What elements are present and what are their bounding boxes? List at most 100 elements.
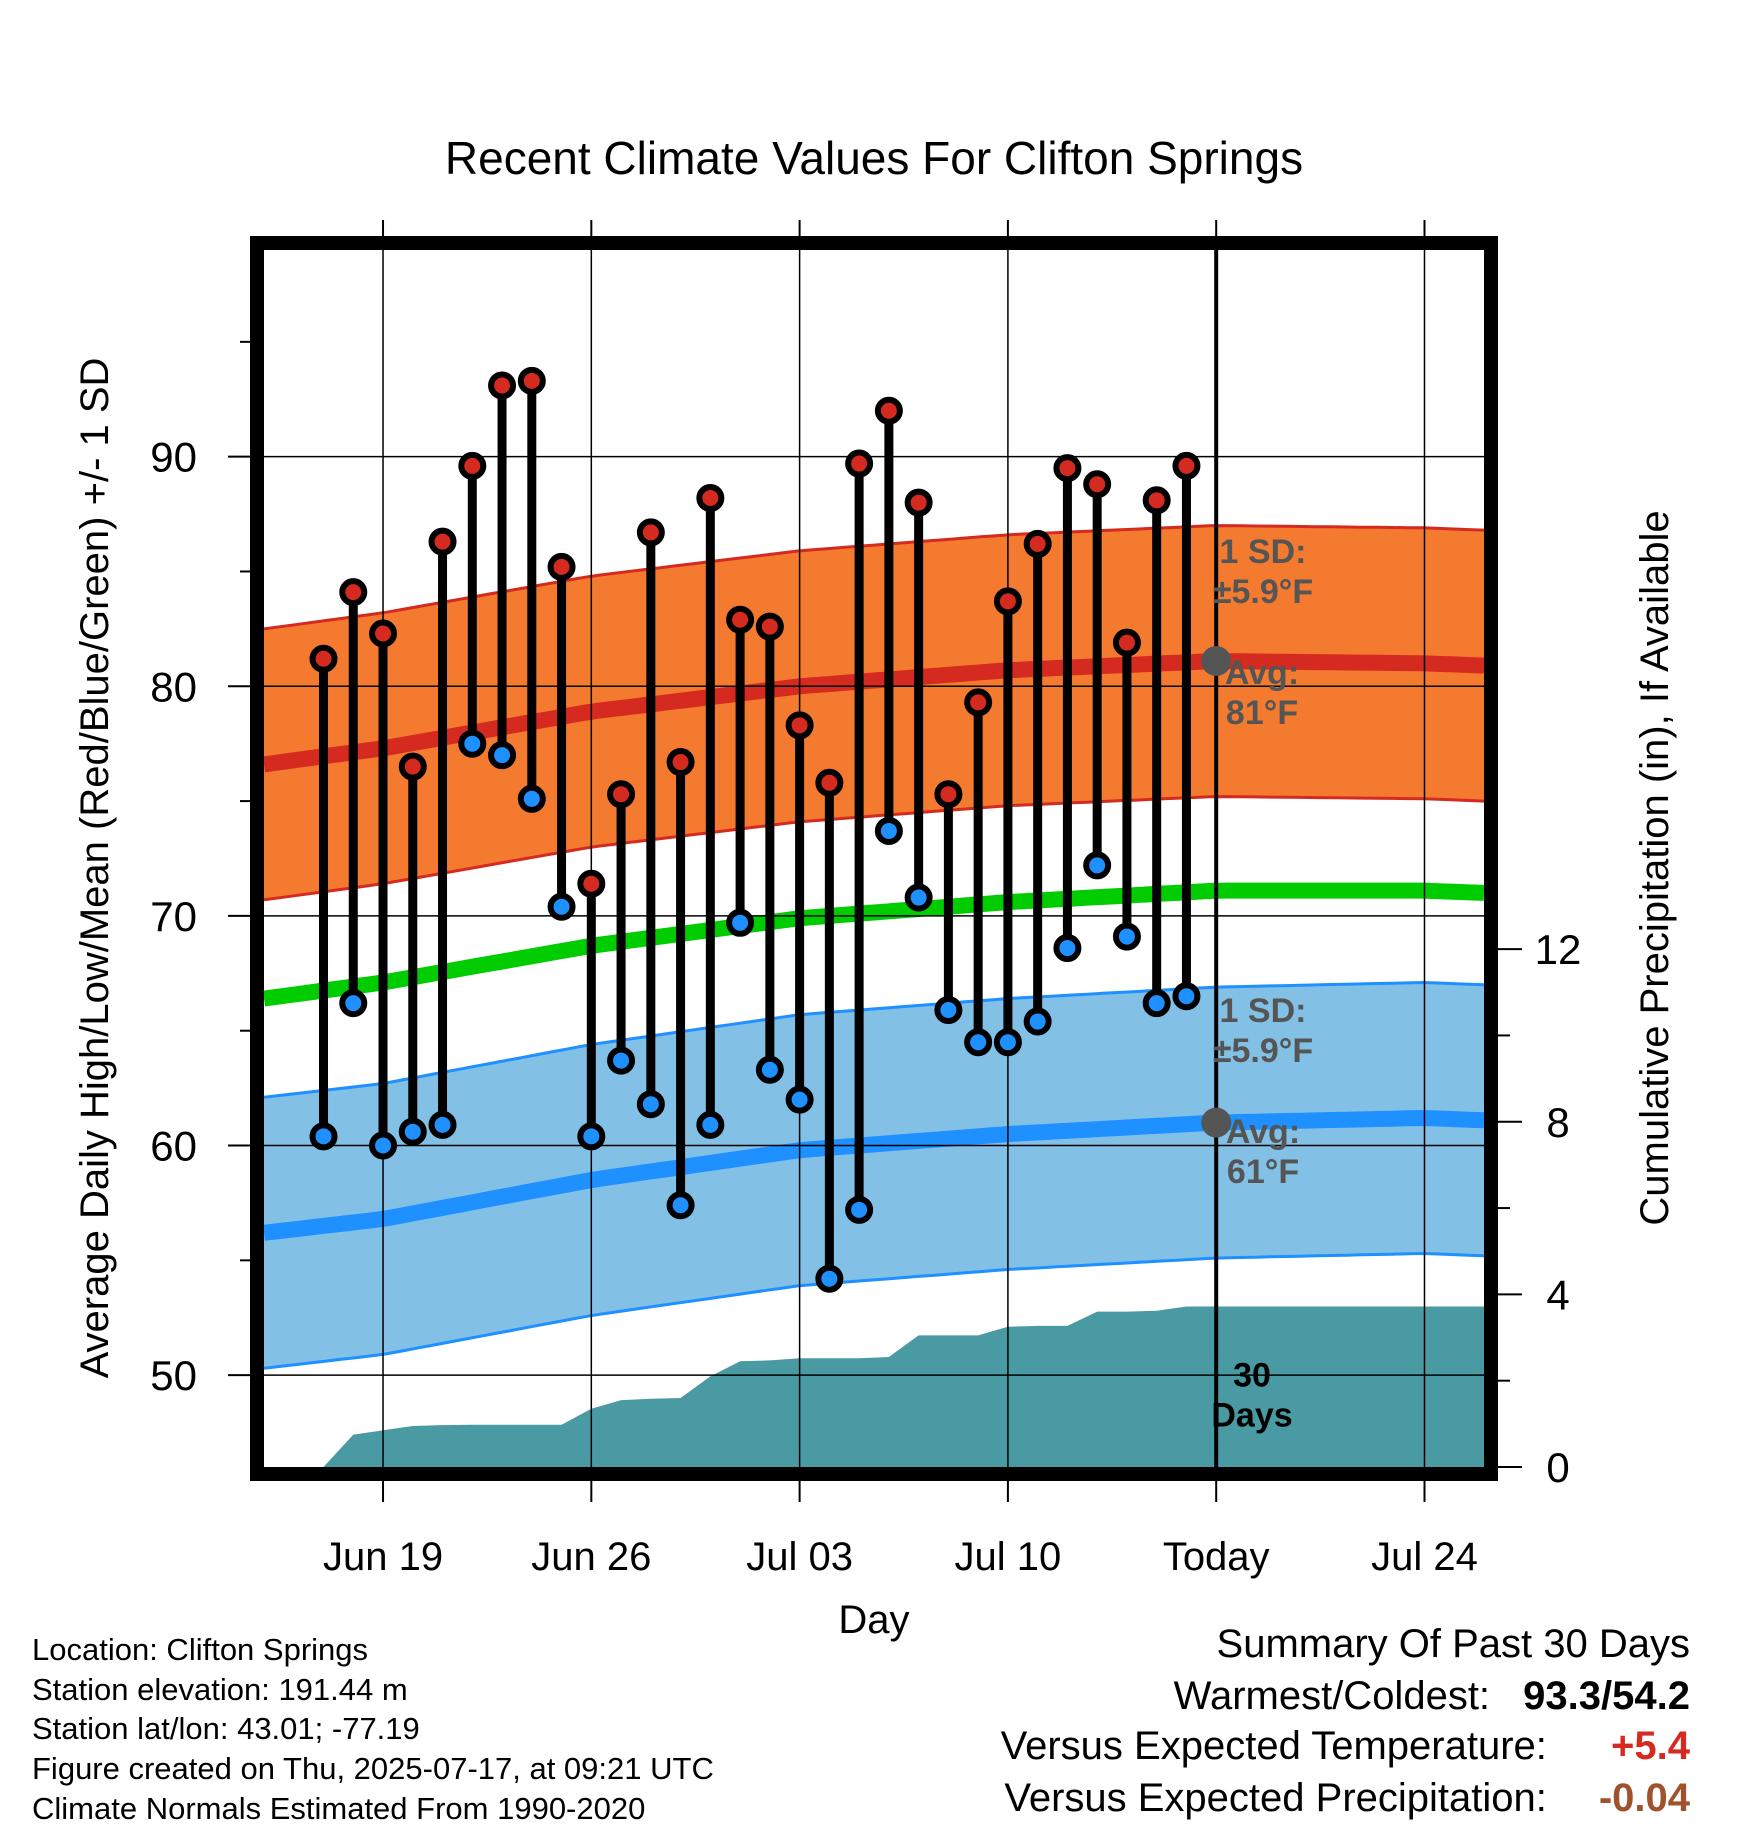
daily-bar [517, 366, 546, 813]
daily-low-point [726, 908, 755, 937]
x-tick-label: Jul 03 [746, 1535, 853, 1579]
summary-title: Summary Of Past 30 Days [1216, 1622, 1690, 1666]
daily-low-point [815, 1264, 844, 1293]
high-band [264, 525, 1484, 900]
daily-bar [666, 748, 695, 1220]
daily-low-point [1142, 989, 1171, 1018]
today-high-normal-point [1201, 646, 1232, 677]
today-marker [1201, 250, 1232, 1467]
daily-high-point [845, 449, 874, 478]
y-tick-label: 60 [150, 1123, 197, 1170]
daily-high-point [607, 780, 636, 809]
daily-low-point [1083, 851, 1112, 880]
x-axis-label: Day [838, 1598, 909, 1642]
info-latlon: Station lat/lon: 43.01; -77.19 [32, 1711, 420, 1746]
daily-bar [815, 768, 844, 1293]
low-band-lower-edge [264, 1251, 1484, 1370]
daily-bar [874, 396, 903, 845]
daily-bars [309, 366, 1201, 1293]
daily-high-point [369, 619, 398, 648]
daily-high-point [964, 688, 993, 717]
daily-low-point [1172, 982, 1201, 1011]
low-sd-annotation: 1 SD: ±5.9°F [1213, 992, 1313, 1070]
daily-high-point [785, 711, 814, 740]
daily-low-point [666, 1191, 695, 1220]
daily-high-point [428, 527, 457, 556]
daily-low-point [398, 1117, 427, 1146]
daily-low-point [696, 1110, 725, 1139]
low-normal-line [264, 1109, 1484, 1241]
daily-bar [309, 644, 338, 1151]
y2-tick-label: 12 [1535, 926, 1582, 973]
daily-high-point [934, 780, 963, 809]
daily-low-point [607, 1046, 636, 1075]
daily-high-point [755, 612, 784, 641]
daily-high-point [517, 366, 546, 395]
daily-high-point [458, 451, 487, 480]
daily-bar [1142, 486, 1171, 1018]
daily-bar [755, 612, 784, 1084]
chart-title: Recent Climate Values For Clifton Spring… [445, 132, 1303, 184]
daily-low-point [369, 1131, 398, 1160]
high-band-lower-edge [264, 795, 1484, 902]
daily-bar [339, 578, 368, 1018]
daily-bar [428, 527, 457, 1139]
daily-high-point [309, 644, 338, 673]
daily-high-point [398, 752, 427, 781]
daily-high-point [1142, 486, 1171, 515]
low-band-upper-edge [264, 980, 1484, 1099]
info-elevation: Station elevation: 191.44 m [32, 1672, 408, 1707]
today-low-normal-point [1201, 1107, 1232, 1138]
x-tick-label: Jul 10 [955, 1535, 1062, 1579]
daily-high-point [547, 552, 576, 581]
annotations: 1 SD: ±5.9°F Avg: 81°F 1 SD: ±5.9°F Avg: 61°F 30… [1211, 533, 1313, 1435]
x-tick-label: Jun 19 [323, 1535, 443, 1579]
daily-low-point [874, 816, 903, 845]
daily-bar [1053, 454, 1082, 963]
daily-high-point [1023, 529, 1052, 558]
daily-high-point [993, 587, 1022, 616]
y2-tick-label: 8 [1546, 1099, 1569, 1146]
daily-bar [369, 619, 398, 1160]
daily-bar [696, 483, 725, 1139]
summary-precip-value: -0.04 [1598, 1776, 1690, 1820]
x-tick-label: Jun 26 [531, 1535, 651, 1579]
info-normals: Climate Normals Estimated From 1990-2020 [32, 1791, 646, 1826]
daily-bar [636, 518, 665, 1119]
daily-low-point [904, 883, 933, 912]
daily-low-point [1023, 1007, 1052, 1036]
daily-low-point [517, 784, 546, 813]
daily-low-point [964, 1028, 993, 1057]
normal-bands [264, 524, 1484, 1370]
daily-high-point [904, 488, 933, 517]
daily-low-point [339, 989, 368, 1018]
daily-bar [398, 752, 427, 1146]
daily-bar [1112, 628, 1141, 951]
daily-low-point [785, 1085, 814, 1114]
daily-high-point [815, 768, 844, 797]
x-tick-label: Today [1163, 1535, 1270, 1579]
daily-low-point [755, 1055, 784, 1084]
daily-bar [904, 488, 933, 912]
daily-low-point [488, 741, 517, 770]
daily-bar [607, 780, 636, 1075]
daily-low-point [1112, 922, 1141, 951]
daily-bar [488, 371, 517, 770]
summary-warm-cold-value: 93.3/54.2 [1523, 1674, 1690, 1718]
daily-low-point [993, 1028, 1022, 1057]
daily-low-point [845, 1195, 874, 1224]
daily-low-point [636, 1090, 665, 1119]
high-avg-annotation: Avg: 81°F [1225, 654, 1299, 732]
window-annotation: 30 Days [1211, 1357, 1292, 1435]
y2-tick-label: 4 [1546, 1271, 1569, 1318]
summary-temp-label: Versus Expected Temperature: [1000, 1724, 1547, 1768]
low-band [264, 982, 1484, 1369]
daily-low-point [309, 1122, 338, 1151]
high-sd-annotation: 1 SD: ±5.9°F [1213, 533, 1313, 611]
daily-bar [934, 780, 963, 1025]
daily-bar [845, 449, 874, 1224]
daily-low-point [458, 729, 487, 758]
y-tick-label: 50 [150, 1352, 197, 1399]
daily-high-point [666, 748, 695, 777]
